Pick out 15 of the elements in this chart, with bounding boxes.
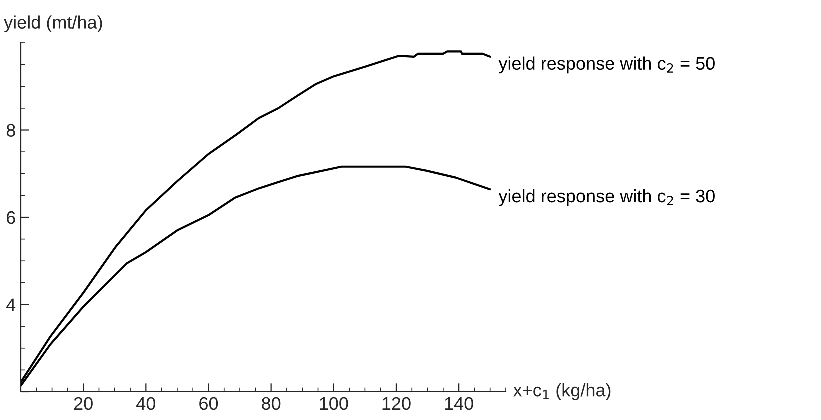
x-tick-label: 40 [136, 397, 156, 410]
x-tick-label: 140 [445, 397, 474, 410]
series-label: yield response with c$_{2}$ = 30 [498, 189, 715, 206]
line-series [21, 50, 492, 384]
y-tick-label: 8 [6, 124, 16, 137]
x-tick-label: 80 [262, 397, 281, 410]
y-axis-title: yield (mt/ha) [4, 16, 102, 33]
x-tick-label: 20 [74, 397, 93, 410]
x-axis-title: x+c$_{1}$ (kg/ha) [513, 384, 611, 400]
x-tick-label: 120 [382, 397, 411, 410]
x-tick-label: 60 [200, 397, 218, 410]
y-tick-label: 6 [7, 211, 16, 224]
x-tick-label: 100 [320, 397, 348, 410]
y-tick-label: 4 [6, 298, 16, 312]
series-label: yield response with c$_{2}$ = 50 [498, 56, 715, 74]
